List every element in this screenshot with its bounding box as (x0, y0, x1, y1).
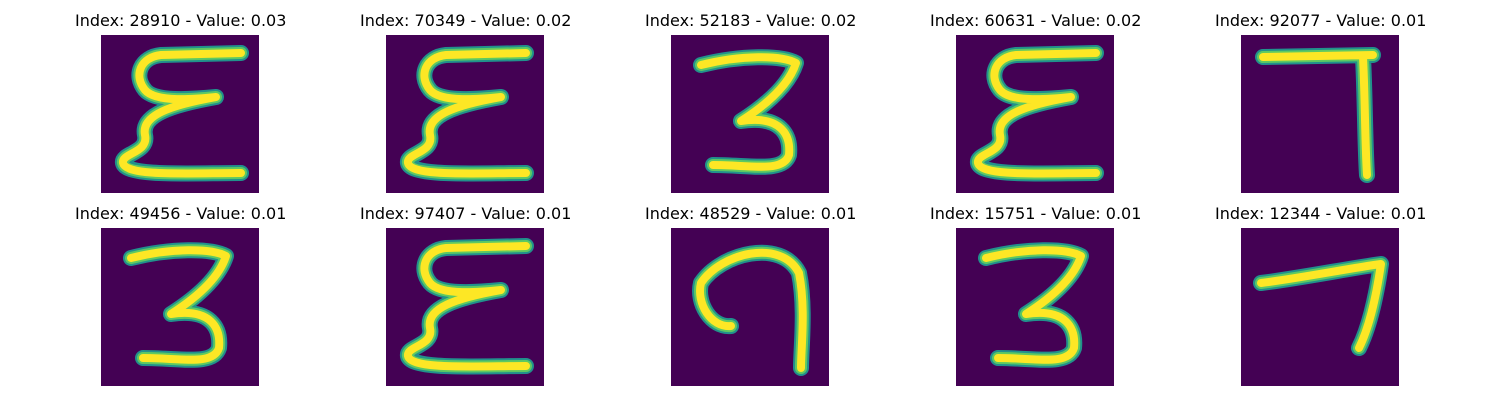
digit-image (386, 228, 544, 386)
panel-48529: Index: 48529 - Value: 0.01 (645, 204, 857, 390)
glyph-core-stroke (974, 49, 1100, 178)
glyph-svg (692, 244, 811, 376)
panel-title: Index: 12344 - Value: 0.01 (1215, 204, 1427, 223)
glyph-core-stroke (982, 246, 1085, 364)
panel-12344: Index: 12344 - Value: 0.01 (1215, 204, 1427, 390)
glyph-core-stroke (1257, 260, 1385, 352)
panel-title: Index: 60631 - Value: 0.02 (930, 11, 1142, 30)
panel-title: Index: 48529 - Value: 0.01 (645, 204, 857, 223)
glyph-svg (1253, 256, 1389, 356)
panel-title: Index: 28910 - Value: 0.03 (75, 11, 287, 30)
digit-image (671, 35, 829, 193)
glyph-svg (693, 49, 804, 175)
panel-title: Index: 70349 - Value: 0.02 (360, 11, 572, 30)
glyph-svg (400, 238, 534, 375)
digit-image (1241, 35, 1399, 193)
glyph-core-stroke (697, 53, 800, 171)
glyph-edge-stroke (1255, 47, 1381, 183)
digit-image (386, 35, 544, 193)
panel-15751: Index: 15751 - Value: 0.01 (930, 204, 1142, 390)
glyph-core-stroke (696, 248, 807, 372)
panel-title: Index: 97407 - Value: 0.01 (360, 204, 572, 223)
panel-60631: Index: 60631 - Value: 0.02 (930, 11, 1142, 197)
panel-title: Index: 49456 - Value: 0.01 (75, 204, 287, 223)
panel-52183: Index: 52183 - Value: 0.02 (645, 11, 857, 197)
glyph-core-stroke (119, 49, 245, 178)
glyph-svg (978, 242, 1089, 368)
glyph-svg (123, 242, 234, 368)
digit-image (956, 228, 1114, 386)
glyph-svg (400, 45, 534, 182)
glyph-core-stroke (404, 242, 530, 371)
glyph-core-stroke (1259, 51, 1377, 179)
glyph-core-stroke (404, 49, 530, 178)
digit-image (956, 35, 1114, 193)
digit-image (101, 228, 259, 386)
digit-image (101, 35, 259, 193)
panel-92077: Index: 92077 - Value: 0.01 (1215, 11, 1427, 197)
panel-title: Index: 15751 - Value: 0.01 (930, 204, 1142, 223)
digit-image (671, 228, 829, 386)
panel-title: Index: 92077 - Value: 0.01 (1215, 11, 1427, 30)
panel-title: Index: 52183 - Value: 0.02 (645, 11, 857, 30)
glyph-svg (115, 45, 249, 182)
panel-49456: Index: 49456 - Value: 0.01 (75, 204, 287, 390)
digit-image (1241, 228, 1399, 386)
glyph-core-stroke (127, 246, 230, 364)
glyph-svg (1255, 47, 1381, 183)
glyph-svg (970, 45, 1104, 182)
panel-28910: Index: 28910 - Value: 0.03 (75, 11, 287, 197)
panel-97407: Index: 97407 - Value: 0.01 (360, 204, 572, 390)
panel-70349: Index: 70349 - Value: 0.02 (360, 11, 572, 197)
